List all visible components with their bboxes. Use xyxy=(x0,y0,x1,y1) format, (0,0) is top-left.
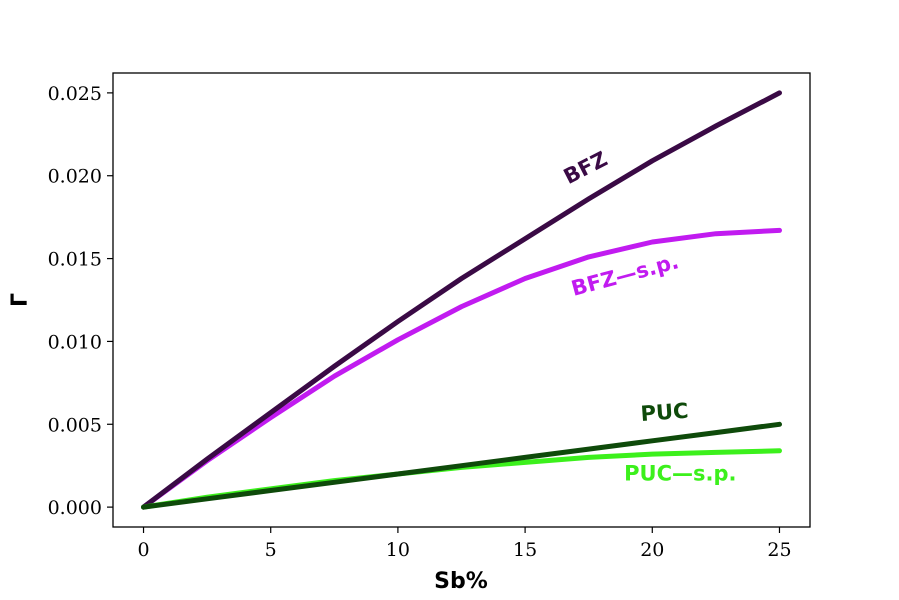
y-tick-label: 0.010 xyxy=(48,331,102,353)
y-tick-label: 0.020 xyxy=(48,166,102,188)
y-tick-label: 0.025 xyxy=(48,83,102,105)
x-tick-label: 25 xyxy=(767,539,791,561)
series-layer xyxy=(141,90,782,510)
y-tick-label: 0.005 xyxy=(48,414,102,436)
y-tick-label: 0.015 xyxy=(48,249,102,271)
series-label: PUC xyxy=(640,399,689,426)
series-label: BFZ xyxy=(560,147,612,189)
x-axis: 0 5 10 15 20 25 xyxy=(137,527,792,561)
x-tick-label: 20 xyxy=(640,539,664,561)
series-line-puc xyxy=(141,421,782,510)
y-axis: 0.000 0.005 0.010 0.015 0.020 0.025 xyxy=(48,83,113,519)
series-line-bfz xyxy=(141,90,782,510)
plot-frame xyxy=(112,72,811,528)
x-tick-label: 0 xyxy=(137,539,149,561)
x-tick-label: 10 xyxy=(386,539,410,561)
x-tick-label: 15 xyxy=(513,539,537,561)
series-label: PUC—s.p. xyxy=(624,462,736,486)
y-tick-label: 0.000 xyxy=(48,497,102,519)
series-line-bfz-s-p- xyxy=(141,227,782,510)
x-axis-label: Sb% xyxy=(434,569,488,594)
x-tick-label: 5 xyxy=(265,539,277,561)
y-axis-label: Γ xyxy=(8,293,33,307)
